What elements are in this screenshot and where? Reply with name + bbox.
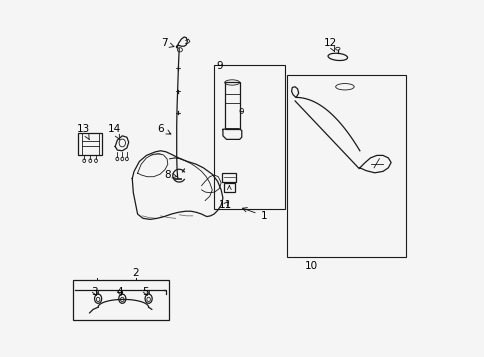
Bar xyxy=(224,82,239,129)
Text: 7: 7 xyxy=(161,38,174,48)
Text: 14: 14 xyxy=(107,125,121,140)
Bar xyxy=(78,133,102,155)
Text: 1: 1 xyxy=(242,208,267,221)
Text: 9: 9 xyxy=(216,61,222,71)
Text: 10: 10 xyxy=(304,261,318,271)
Text: 5: 5 xyxy=(142,287,149,297)
Text: 6: 6 xyxy=(157,124,170,134)
Text: 8: 8 xyxy=(164,170,177,180)
Bar xyxy=(224,183,234,192)
Text: 12: 12 xyxy=(323,38,336,51)
Bar xyxy=(73,280,168,320)
Text: 4: 4 xyxy=(116,287,123,297)
Text: 13: 13 xyxy=(77,125,90,140)
Bar xyxy=(287,75,405,257)
Text: 2: 2 xyxy=(132,268,139,278)
Bar xyxy=(213,65,285,209)
Bar xyxy=(222,173,236,182)
Text: 3: 3 xyxy=(91,287,98,297)
Text: 11: 11 xyxy=(218,200,231,210)
